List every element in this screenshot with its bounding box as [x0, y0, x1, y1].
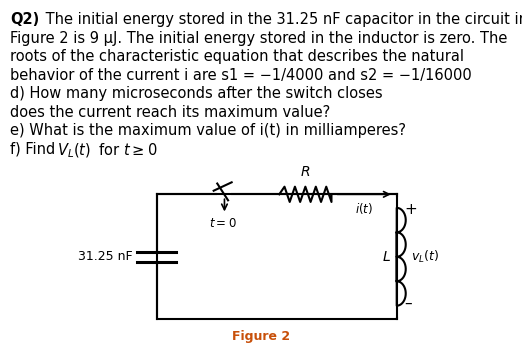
Text: for $t \geq 0$: for $t \geq 0$ [94, 142, 158, 158]
Text: Figure 2: Figure 2 [232, 330, 290, 343]
Text: $i(t)$: $i(t)$ [355, 201, 373, 216]
Text: does the current reach its maximum value?: does the current reach its maximum value… [10, 104, 330, 119]
Text: behavior of the current i are s1 = −1/4000 and s2 = −1/16000: behavior of the current i are s1 = −1/40… [10, 68, 472, 83]
Text: $L$: $L$ [382, 250, 391, 264]
Text: +: + [405, 202, 418, 217]
Text: The initial energy stored in the 31.25 nF capacitor in the circuit in: The initial energy stored in the 31.25 n… [41, 12, 522, 27]
Text: $V_L(t)$: $V_L(t)$ [57, 142, 91, 160]
Text: $t = 0$: $t = 0$ [209, 217, 236, 230]
Text: roots of the characteristic equation that describes the natural: roots of the characteristic equation tha… [10, 49, 464, 64]
Text: $v_L(t)$: $v_L(t)$ [411, 249, 439, 265]
Text: e) What is the maximum value of i(t) in milliamperes?: e) What is the maximum value of i(t) in … [10, 123, 406, 138]
Text: Q2): Q2) [10, 12, 39, 27]
Text: $R$: $R$ [300, 165, 311, 179]
Text: f) Find: f) Find [10, 142, 60, 156]
Text: 31.25 nF: 31.25 nF [78, 250, 133, 263]
Text: –: – [405, 296, 412, 311]
Text: d) How many microseconds after the switch closes: d) How many microseconds after the switc… [10, 86, 383, 101]
Text: Figure 2 is 9 μJ. The initial energy stored in the inductor is zero. The: Figure 2 is 9 μJ. The initial energy sto… [10, 31, 507, 45]
